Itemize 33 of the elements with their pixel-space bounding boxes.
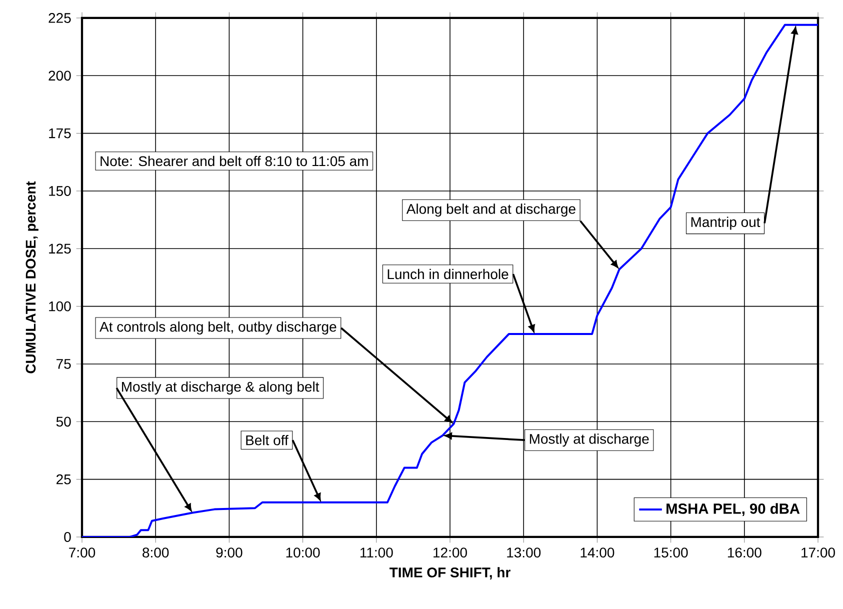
- y-tick-label: 175: [49, 128, 71, 138]
- annotation: Lunch in dinnerhole: [388, 268, 508, 280]
- x-tick-label: 17:00: [802, 548, 835, 558]
- x-tick-label: 13:00: [507, 548, 541, 558]
- annotation: Mantrip out: [691, 216, 760, 230]
- x-tick-label: 9:00: [216, 548, 242, 558]
- x-tick-label: 15:00: [654, 548, 688, 558]
- x-tick-label: 11:00: [360, 548, 393, 558]
- annotation: Note: Shearer and belt off 8:10 to 11:05 am: [100, 156, 368, 166]
- x-tick-label: 7:00: [69, 548, 96, 558]
- y-tick-label: 200: [48, 70, 71, 81]
- annotation: Mostly at discharge: [530, 434, 649, 447]
- x-tick-label: 14:00: [580, 548, 614, 558]
- y-tick-label: 50: [56, 416, 71, 427]
- x-tick-label: 10:00: [286, 548, 320, 558]
- x-tick-label: 16:00: [728, 548, 762, 558]
- y-tick-label: 75: [56, 359, 71, 369]
- x-tick-label: 12:00: [434, 548, 467, 558]
- annotation: At controls along belt, outby discharge: [100, 321, 336, 335]
- y-tick-label: 225: [48, 13, 71, 23]
- annotation: Belt off: [246, 434, 288, 446]
- y-tick-label: 150: [49, 186, 71, 196]
- x-tick-label: 8:00: [142, 548, 169, 558]
- y-tick-label: 0: [64, 532, 71, 542]
- line-series: [82, 24, 818, 537]
- annotation: Along belt and at discharge: [406, 204, 576, 217]
- legend-label: MSHA PEL, 90 dBA: [666, 503, 800, 516]
- y-tick-label: 25: [56, 474, 71, 484]
- y-tick-label: 100: [49, 301, 71, 312]
- y-tick-label: 125: [49, 244, 71, 254]
- y-axis-title: CUMULATIVE DOSE, percent: [26, 181, 38, 374]
- x-axis-title: TIME OF SHIFT, hr: [390, 567, 510, 580]
- annotation: Mostly at discharge & along belt: [122, 381, 320, 394]
